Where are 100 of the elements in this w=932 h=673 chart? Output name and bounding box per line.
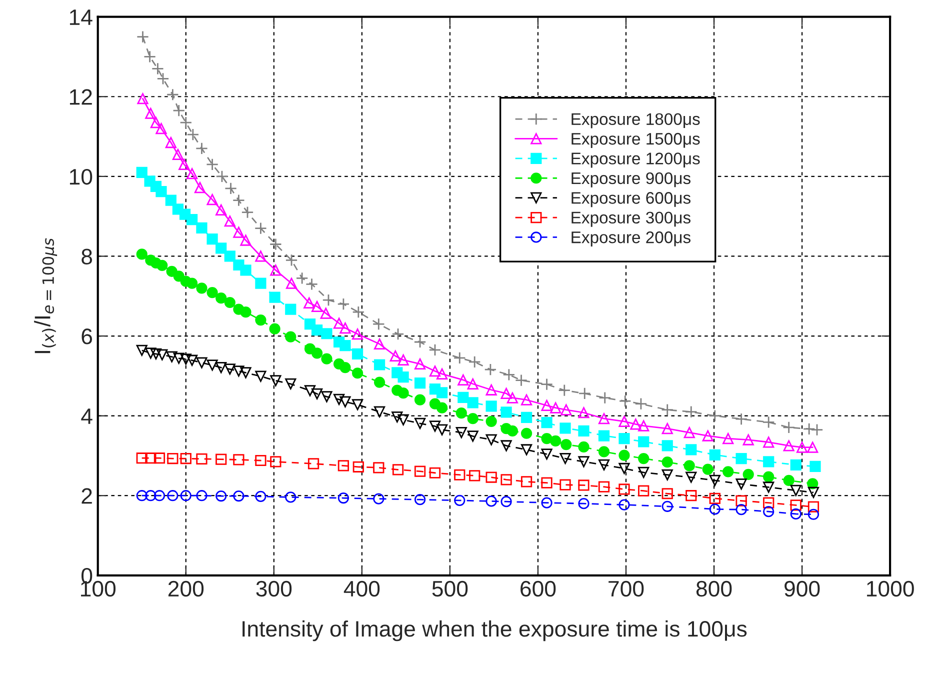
point — [486, 472, 497, 483]
point — [321, 328, 332, 340]
point — [662, 500, 673, 512]
point — [458, 392, 469, 404]
point — [467, 378, 478, 390]
point — [255, 278, 266, 289]
point — [194, 182, 206, 194]
point — [374, 406, 386, 418]
point — [456, 427, 467, 438]
point — [702, 430, 714, 442]
x-tick-label: 300 — [256, 580, 292, 597]
point — [500, 406, 512, 418]
point — [808, 486, 820, 498]
legend-label: Exposure 900μs — [572, 172, 690, 188]
point — [630, 418, 642, 430]
point — [742, 434, 754, 446]
point — [486, 496, 497, 507]
point — [436, 387, 448, 398]
x-axis-title: Intensity of Image when the exposure time is 100μs — [242, 620, 747, 642]
point — [320, 308, 332, 319]
point — [196, 490, 208, 502]
point — [782, 421, 796, 434]
point — [255, 490, 266, 502]
point — [216, 454, 227, 465]
point — [429, 366, 441, 377]
point — [186, 214, 198, 226]
point — [453, 352, 466, 364]
point — [520, 444, 532, 456]
point — [398, 388, 409, 399]
point — [541, 400, 552, 411]
point — [156, 186, 167, 198]
point — [790, 484, 802, 496]
y-tick-label: 8 — [82, 248, 92, 264]
point — [224, 296, 236, 308]
point — [286, 278, 298, 289]
point — [145, 452, 156, 464]
point — [598, 413, 610, 424]
point — [166, 88, 179, 101]
point — [578, 498, 590, 510]
point — [196, 357, 208, 368]
point — [373, 462, 384, 474]
point — [321, 353, 332, 364]
y-tick-label: 12 — [70, 89, 92, 105]
point — [224, 250, 236, 262]
point — [224, 364, 236, 375]
point — [578, 480, 590, 491]
point — [196, 222, 208, 234]
point — [285, 331, 296, 342]
point — [338, 492, 349, 504]
point — [167, 490, 178, 502]
point — [144, 50, 156, 63]
point — [618, 462, 630, 474]
point — [136, 344, 148, 356]
x-tick-label: 700 — [608, 580, 644, 597]
point — [255, 314, 266, 326]
point — [638, 436, 650, 448]
point — [206, 158, 219, 171]
point — [340, 362, 351, 374]
point — [638, 420, 650, 432]
x-tick-label: 400 — [344, 580, 380, 597]
point — [486, 400, 497, 412]
point — [661, 404, 674, 416]
point — [372, 318, 385, 330]
point — [321, 391, 332, 402]
point — [150, 117, 162, 128]
point — [662, 423, 673, 434]
point — [240, 306, 252, 318]
point — [216, 490, 227, 502]
legend-label: Exposure 1800μs — [572, 113, 700, 128]
point — [684, 427, 695, 438]
x-tick-label: 600 — [520, 580, 556, 597]
x-tick-label: 800 — [696, 580, 732, 597]
point — [458, 374, 469, 386]
point — [520, 412, 532, 423]
point — [352, 328, 364, 340]
point — [224, 216, 236, 227]
point — [578, 407, 590, 418]
point — [702, 464, 714, 475]
point — [136, 490, 148, 502]
point — [662, 469, 673, 480]
point — [807, 442, 818, 453]
point — [550, 402, 562, 414]
point — [167, 452, 178, 464]
point — [709, 504, 720, 515]
point — [520, 428, 532, 439]
point — [618, 450, 630, 461]
point — [216, 204, 227, 216]
point — [145, 348, 156, 359]
point — [166, 351, 178, 362]
point — [270, 456, 282, 468]
point — [180, 452, 192, 464]
point — [304, 297, 315, 308]
point — [500, 388, 512, 400]
point — [454, 494, 466, 506]
point — [662, 488, 673, 500]
point — [467, 413, 478, 424]
point — [333, 394, 345, 406]
y-tick-label: 6 — [82, 328, 92, 344]
point — [156, 260, 168, 271]
point — [634, 398, 648, 410]
